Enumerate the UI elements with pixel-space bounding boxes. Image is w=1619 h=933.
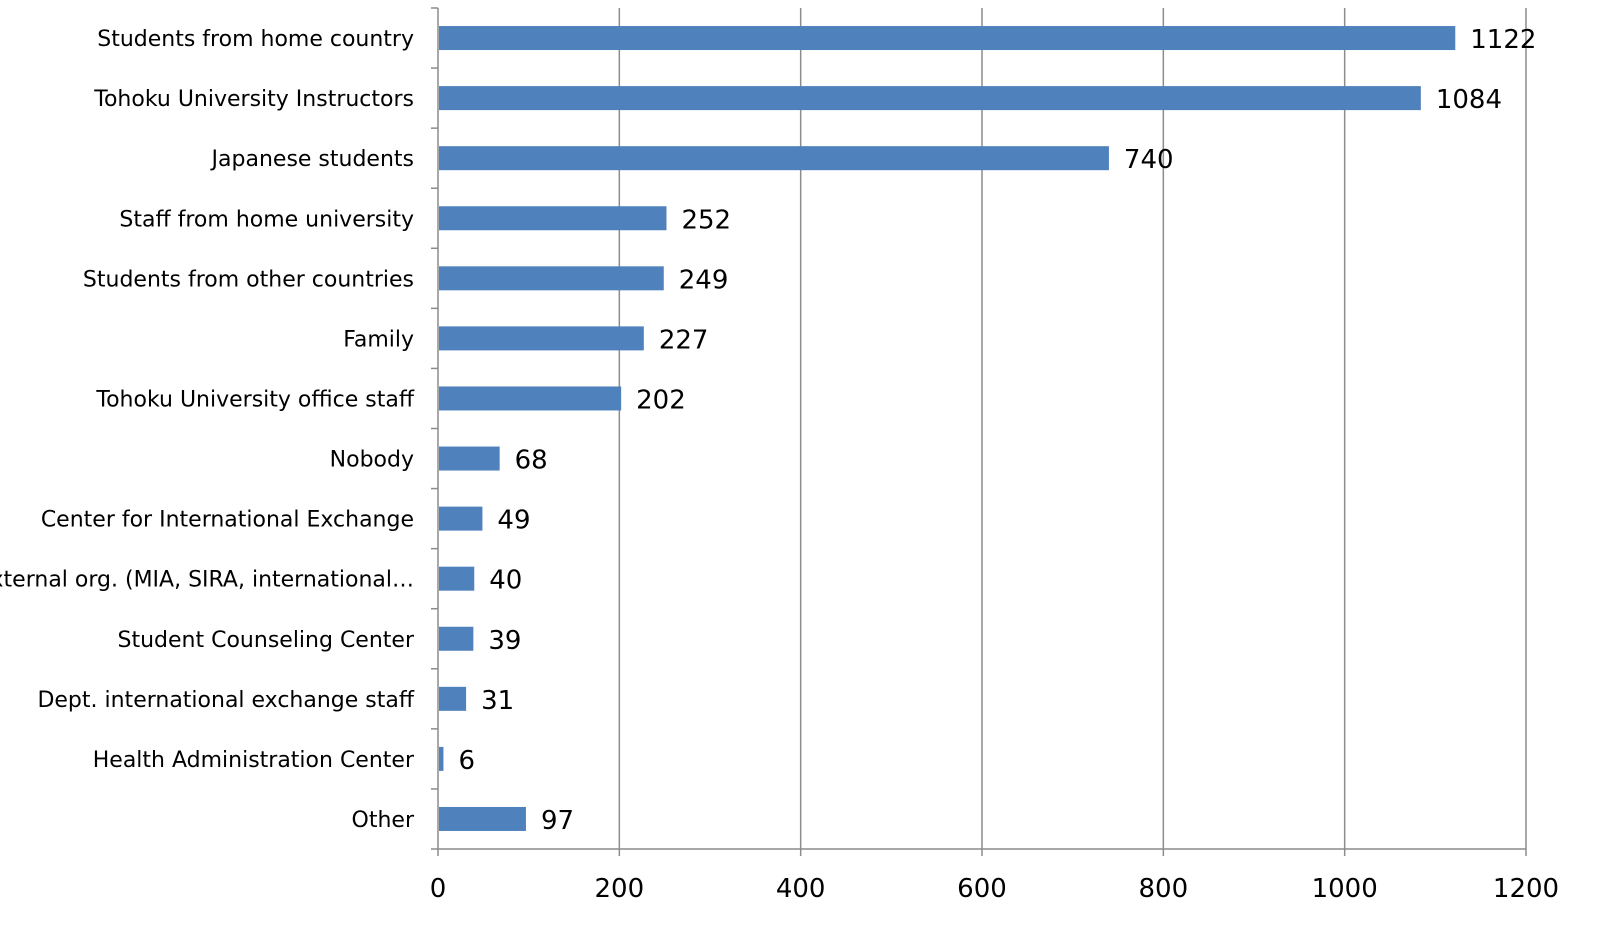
data-label: 252	[681, 205, 731, 235]
bar	[439, 566, 475, 591]
data-label: 740	[1124, 145, 1174, 175]
data-label: 1122	[1470, 25, 1536, 55]
data-label: 49	[497, 506, 530, 536]
data-label: 68	[515, 446, 548, 476]
data-label: 39	[488, 626, 521, 656]
bar	[439, 686, 467, 711]
bar	[439, 746, 444, 771]
bar	[439, 146, 1109, 171]
bars	[439, 26, 1456, 831]
bar	[439, 86, 1421, 111]
category-label: Center for International Exchange	[41, 508, 414, 533]
category-label: Family	[343, 327, 414, 352]
bar	[439, 806, 526, 831]
data-label: 97	[541, 806, 574, 836]
x-tick-label: 0	[430, 874, 447, 904]
data-label: 249	[679, 265, 729, 295]
data-label: 227	[659, 325, 709, 355]
category-label: Student Counseling Center	[118, 628, 415, 653]
category-label: Tohoku University office staff	[95, 387, 414, 412]
bar	[439, 626, 474, 651]
data-label: 6	[458, 746, 475, 776]
category-label: Staff from home university	[119, 207, 414, 232]
category-label: Other	[352, 808, 415, 833]
category-label: Students from home country	[97, 27, 414, 52]
category-label: Japanese students	[210, 147, 414, 172]
category-label: Tohoku University Instructors	[93, 87, 414, 112]
data-label: 31	[481, 686, 514, 716]
x-tick-label: 400	[776, 874, 826, 904]
labels: 0 200 400 600 800 1000 1200 Students from home …	[0, 25, 1559, 904]
category-label: Dept. international exchange staff	[37, 688, 414, 713]
x-tick-label: 200	[595, 874, 645, 904]
category-label: Students from other countries	[83, 267, 414, 292]
category-label: External org. (MIA, SIRA, international…	[0, 568, 414, 593]
x-tick-label: 1200	[1493, 874, 1559, 904]
bar	[439, 506, 483, 531]
x-tick-label: 1000	[1312, 874, 1378, 904]
bar	[439, 266, 664, 291]
bar	[439, 446, 500, 471]
category-label: Health Administration Center	[93, 748, 415, 773]
bar	[439, 326, 644, 351]
gridlines	[618, 8, 1527, 849]
bar	[439, 206, 667, 231]
x-tick-label: 600	[957, 874, 1007, 904]
x-tick-label: 800	[1139, 874, 1189, 904]
category-label: Nobody	[330, 448, 414, 473]
bar	[439, 26, 1456, 51]
bar	[439, 386, 622, 411]
axes	[431, 7, 1527, 856]
data-label: 202	[636, 385, 686, 415]
data-label: 1084	[1436, 85, 1502, 115]
data-label: 40	[489, 566, 522, 596]
